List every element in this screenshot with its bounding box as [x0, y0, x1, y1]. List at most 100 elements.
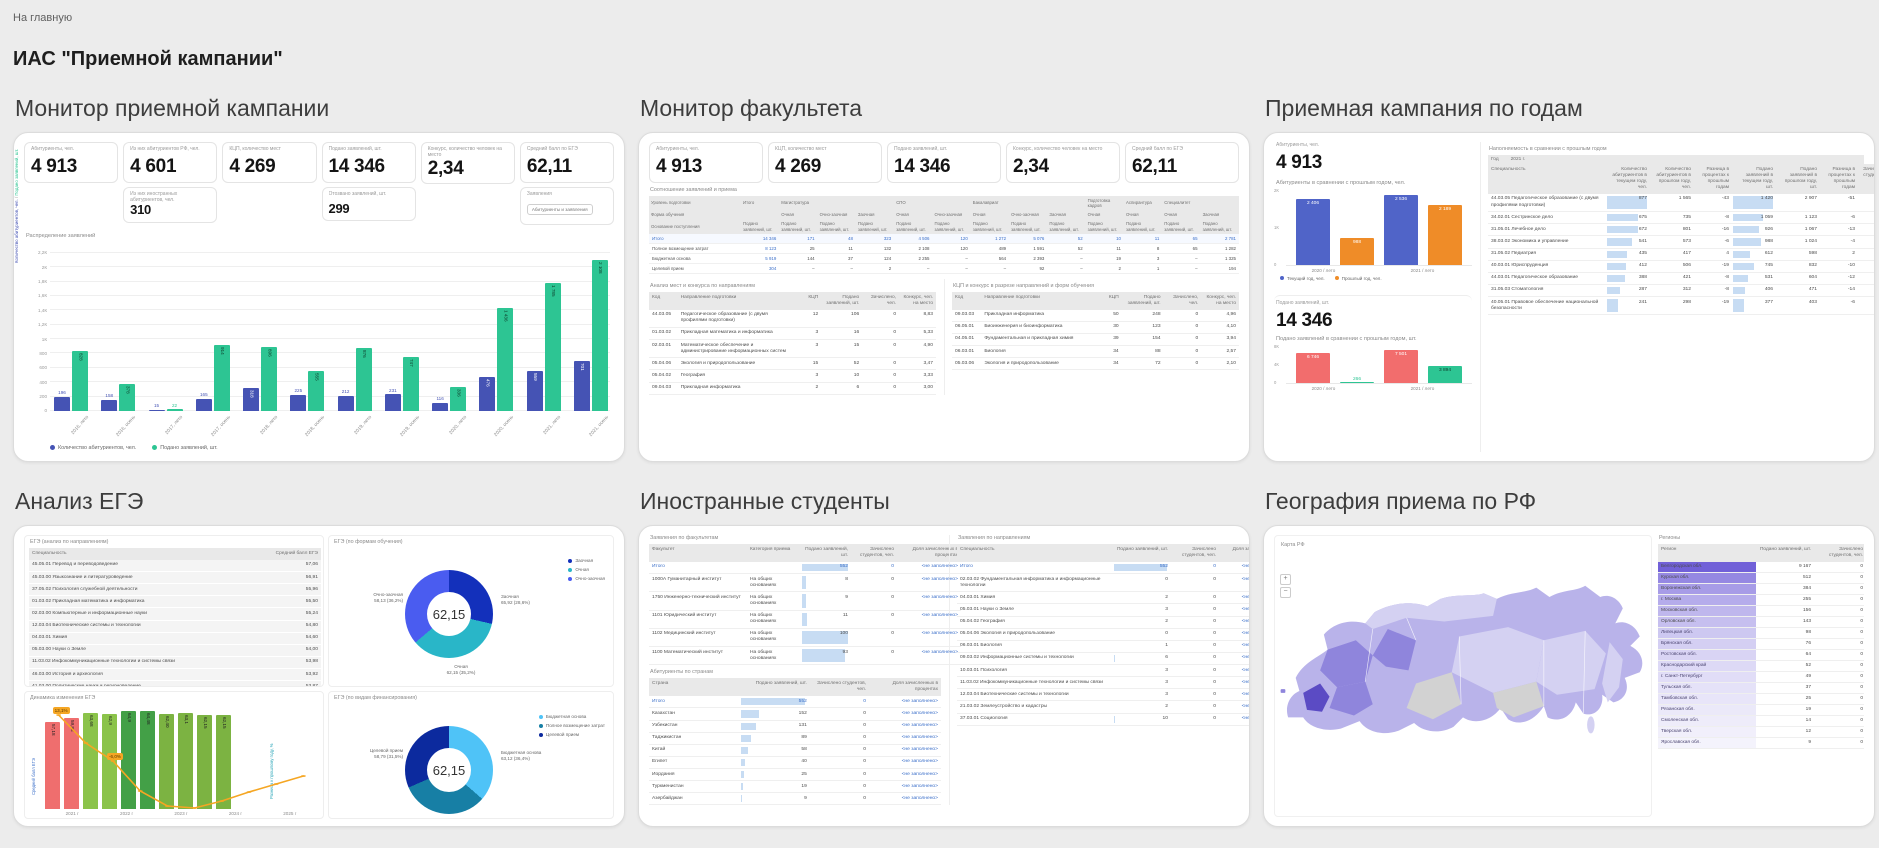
table-cell [1858, 193, 1874, 213]
table-cell: 05.04.06 [649, 357, 678, 371]
x-tick-label: 2025 г [283, 811, 297, 816]
ege-dynamics-panel: Динамика изменения ЕГЭ Средний балл ЕГЭ Р… [24, 691, 324, 819]
table-cell: Экология и природопользование [677, 357, 795, 371]
pivot-value: 52 [1047, 243, 1086, 254]
table-row: Таджикистан 89 0 <не заполнено> [649, 732, 941, 745]
faculty-left-table: Код Направление подготовки КЦП Подано заявл… [649, 291, 936, 395]
table-cell: -4 [1820, 235, 1858, 249]
table-row: 01.03.02 Прикладная математика и информат… [649, 327, 936, 341]
table-header-row: Регион Подано заявлений, шт. Зачислено сту… [1658, 544, 1864, 562]
kpi-value: 4 913 [656, 156, 703, 177]
table-cell: <не заполнено> [897, 573, 961, 593]
table-row: Китай 58 0 <не заполнено> [649, 744, 941, 757]
dashboard-tile-years[interactable]: Абитуриенты, чел. 4 913 Абитуриенты в ср… [1263, 132, 1875, 462]
table-cell: -43 [1694, 193, 1732, 213]
bar: 64,9 [121, 710, 136, 809]
bar-value: 2 536 [1394, 197, 1407, 203]
table-cell: 3 [794, 339, 822, 359]
x-axis: 2020 / лето 2021 / лето [1274, 386, 1472, 391]
bar-group: 225 555 2018, осень [290, 253, 326, 438]
cell-text: <не заполнено> [921, 631, 958, 637]
bar: 318 [243, 388, 260, 411]
ege-table-title: ЕГЭ (анализ по направлениям) [30, 539, 109, 545]
table-cell: <не заполнено> [869, 732, 941, 745]
cell-text: <не заполнено> [921, 594, 958, 600]
map-title: Карта РФ [1281, 542, 1305, 548]
table-cell: 2 [1820, 248, 1858, 261]
home-link[interactable]: На главную [13, 12, 73, 24]
x-tick-label: 2018, осень [304, 414, 327, 438]
pivot-value: 19 [1085, 253, 1124, 264]
table-cell: 40.03.01 Юриспруденция [1488, 260, 1606, 273]
gridline [50, 338, 610, 340]
kpi: КЦП, количество мест 4 269 [768, 142, 882, 183]
bar-value: 318 [249, 390, 255, 398]
column-header: Подано заявлений, шт. [1121, 291, 1164, 310]
table-cell: <не заполнено> [897, 591, 961, 611]
kpi: Абитуриенты, чел. 4 913 [24, 142, 119, 225]
table-cell: 8,83 [899, 309, 936, 328]
pivot-title: Соотношение заявлений и приема [650, 186, 737, 193]
data-bar [1733, 299, 1744, 313]
table-cell: На общих основаниях [747, 573, 801, 593]
dashboard-tile-foreign[interactable]: Заявления по факультетам Факультет Катего… [638, 525, 1250, 827]
table-cell: Фундаментальная и прикладная химия [981, 333, 1095, 347]
table-cell: 4,96 [1201, 309, 1239, 322]
table-row: 09.03.02 Информационные системы и технол… [957, 652, 1250, 666]
table-cell: <не заполнено> [1219, 616, 1249, 629]
data-bar [740, 771, 745, 779]
table-cell: 298 [1650, 296, 1694, 316]
legend-item: Полное возмещение затрат [538, 723, 605, 728]
table-cell: 9 167 [1756, 561, 1814, 573]
zoom-out-button[interactable]: − [1280, 587, 1291, 598]
bar: 2 406 [1296, 198, 1330, 265]
cell-text: 89 [801, 735, 807, 741]
pivot-value: 2 393 [1009, 253, 1048, 264]
table-cell: 612 [1732, 248, 1776, 261]
table-cell: 41.03.00 Политические науки и регионовед… [29, 680, 267, 686]
cell-text: <не заполнено> [1241, 655, 1250, 661]
pivot-value: 11 [817, 243, 856, 254]
dashboard-tile-geo[interactable]: Карта РФ + − [1263, 525, 1875, 827]
table-cell: 04.05.01 [952, 333, 982, 347]
bar-group: 559 1 785 2021, лето [526, 253, 562, 436]
column-header: Доля зачисленных в процентах [1219, 544, 1249, 562]
table-row: 45.03.00 Языкознание и литературоведение… [29, 571, 321, 585]
pivot-form-header: Очно-заочная [1009, 210, 1048, 220]
table-cell: 255 [1756, 594, 1814, 606]
table-cell: 15 [821, 339, 863, 359]
table-cell: -14 [1820, 284, 1858, 298]
cell-text: 9 [804, 795, 807, 801]
table-row: 05.04.02 География 20 <не заполнено> [957, 616, 1249, 629]
dashboard-tile-monitor[interactable]: Абитуриенты, чел. 4 913 Из них абитуриенто… [13, 132, 625, 462]
applications-vs-last-year-chart: 0 4К 8К 6 746 266 7 501 3 894 2020 / лето 2021 /… [1274, 344, 1472, 405]
bar-value: 62,15 [202, 716, 208, 729]
table-header-row: Специальность Подано заявлений, шт. Зачисл… [957, 544, 1249, 562]
dashboard-tile-faculty[interactable]: Абитуриенты, чел. 4 913 КЦП, количество ме… [638, 132, 1250, 462]
pivot-row: Бюджетная основа 5 919 144 37 124 2 255–564 2 … [649, 253, 1239, 264]
bar-value: 2 189 [1438, 206, 1451, 212]
bar: 62,15 [216, 714, 231, 809]
zoom-in-button[interactable]: + [1280, 574, 1291, 585]
table-row: 12.03.04 Биотехнические системы и технол… [29, 620, 321, 633]
kpi-label: КЦП, количество мест [229, 146, 281, 152]
cell-text: <не заполнено> [921, 613, 958, 619]
table-cell: Итого [957, 561, 1113, 575]
gridline [50, 309, 610, 311]
pivot-group-header: Аспирантура [1123, 195, 1163, 211]
pivot-value: 10 [1085, 233, 1124, 244]
bar: 336 [450, 386, 467, 411]
years-comparison-table: Год 2021 г. Специальность Количество абитур… [1488, 155, 1874, 316]
pivot-measure-header: Подано заявлений, шт. [1085, 219, 1124, 234]
table-cell: 1 420 [1732, 193, 1776, 213]
data-bar [1733, 214, 1764, 222]
table-cell: 39 [1094, 333, 1122, 347]
data-bar [1733, 286, 1745, 295]
pivot-measure-header: Подано заявлений, шт. [741, 219, 780, 234]
applicants-vs-last-year-chart: 0 1К 2К 2 406 988 2 536 2 189 2020 / лето 2021 /… [1274, 188, 1472, 287]
table-cell: 4,90 [899, 339, 936, 359]
table-row: 09.03.03 Прикладная информатика 50 248 0 4,96 [952, 309, 1239, 322]
dashboard-tile-ege[interactable]: ЕГЭ (анализ по направлениям) Специальнос… [13, 525, 625, 827]
table-cell: 3,94 [1201, 333, 1239, 347]
bar: 6 746 [1296, 353, 1330, 383]
